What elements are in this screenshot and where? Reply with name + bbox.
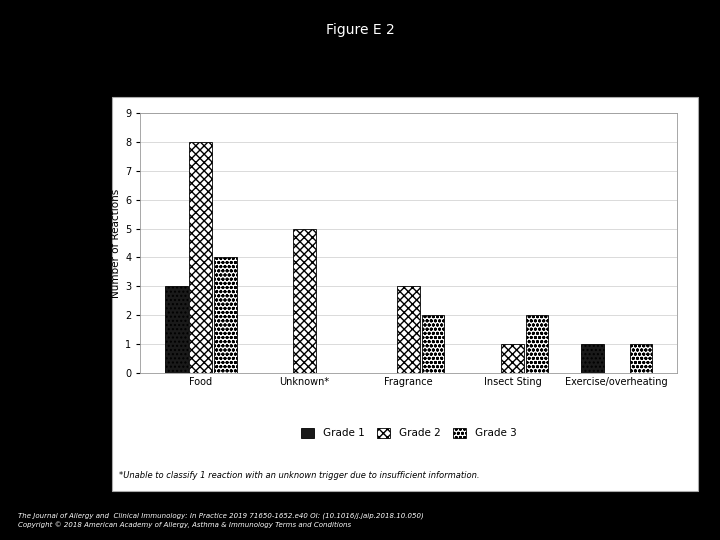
Bar (501, 344, 524, 373)
Legend: Grade 1, Grade 2, Grade 3: Grade 1, Grade 2, Grade 3 (297, 424, 520, 441)
Text: Copyright © 2018 American Academy of Allergy, Asthma & Immunology Terms and Cond: Copyright © 2018 American Academy of All… (18, 521, 351, 528)
Bar (422, 315, 444, 373)
Bar (293, 228, 316, 373)
Bar (629, 344, 652, 373)
Y-axis label: Number of Reactions: Number of Reactions (111, 188, 121, 298)
Bar (526, 315, 549, 373)
Text: *Unable to classify 1 reaction with an unknown trigger due to insufficient infor: *Unable to classify 1 reaction with an u… (119, 471, 480, 480)
Bar (580, 344, 603, 373)
Bar (165, 286, 188, 373)
Text: Figure E 2: Figure E 2 (325, 23, 395, 37)
Bar (189, 142, 212, 373)
Bar (397, 286, 420, 373)
Text: The Journal of Allergy and  Clinical Immunology: In Practice 2019 71650-1652.e40: The Journal of Allergy and Clinical Immu… (18, 512, 424, 519)
Bar (214, 258, 237, 373)
